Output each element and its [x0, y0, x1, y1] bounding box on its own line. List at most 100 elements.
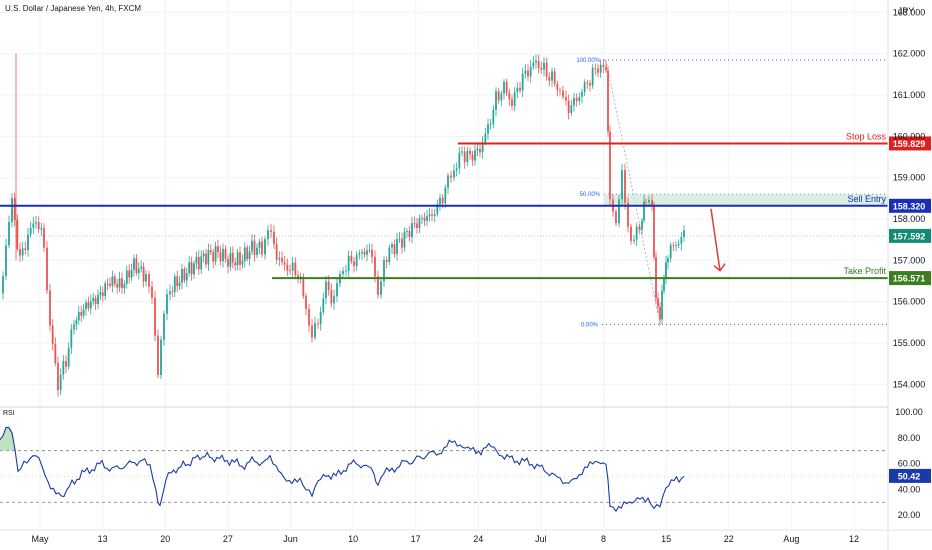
- candle-body: [665, 262, 667, 279]
- candle-body: [154, 297, 156, 336]
- candle-body: [556, 83, 559, 90]
- candle-body: [559, 89, 561, 91]
- candle-body: [466, 150, 469, 163]
- candle-body: [224, 248, 227, 259]
- candle-body: [319, 311, 322, 325]
- candle-body: [29, 227, 32, 235]
- time-tick-label: 15: [661, 534, 671, 544]
- candle-body: [645, 201, 647, 203]
- candle-body: [94, 297, 97, 305]
- candle-body: [651, 200, 653, 207]
- time-tick-label: 27: [223, 534, 233, 544]
- candle-body: [234, 262, 237, 266]
- take-profit-price-badge: [889, 271, 931, 286]
- candle-body: [677, 243, 680, 246]
- arrow-head: [713, 263, 726, 272]
- candle-body: [532, 62, 535, 67]
- candle-body: [142, 266, 145, 282]
- candle-body: [57, 362, 59, 391]
- stop-loss-label: Stop Loss: [846, 131, 887, 141]
- candle-body: [423, 217, 426, 221]
- rsi-tick-label: 40.00: [898, 484, 921, 494]
- candle-body: [411, 223, 413, 237]
- rsi-line: [0, 426, 685, 513]
- candle-body: [450, 175, 452, 178]
- time-tick-label: 24: [473, 534, 483, 544]
- candle-body: [663, 278, 665, 291]
- sell-entry-zone: [604, 194, 888, 206]
- currency-label[interactable]: JPY: [897, 6, 915, 16]
- candle-body: [73, 324, 75, 330]
- candle-body: [439, 197, 441, 205]
- candle-body: [89, 301, 92, 309]
- candle-body: [137, 268, 140, 273]
- candle-body: [393, 244, 396, 255]
- candle-body: [21, 248, 24, 256]
- candle-body: [358, 253, 361, 255]
- candle-body: [336, 283, 338, 297]
- candle-body: [575, 98, 578, 102]
- candle-body: [125, 270, 128, 284]
- candle-body: [13, 198, 16, 221]
- candle-body: [441, 197, 444, 204]
- candle-body: [633, 239, 635, 241]
- candle-body: [408, 231, 411, 237]
- time-tick-label: 8: [601, 534, 606, 544]
- candle-body: [388, 247, 391, 263]
- candle-body: [8, 222, 10, 246]
- sell-zone-fill: [604, 194, 888, 206]
- candle-body: [19, 248, 21, 256]
- candle-body: [583, 82, 586, 93]
- candle-body: [391, 244, 393, 248]
- candle-body: [447, 175, 449, 188]
- price-tick-label: 156.000: [893, 297, 926, 307]
- candle-body: [609, 131, 611, 200]
- time-tick-label: May: [31, 534, 49, 544]
- trade-levels: Stop Loss 159.829 Sell Entry 158.320 Take Pr…: [0, 131, 931, 286]
- time-tick-label: 20: [160, 534, 170, 544]
- candle-body: [209, 250, 212, 253]
- candle-body: [511, 99, 513, 106]
- current-price-label: 157.592: [893, 231, 926, 241]
- candle-body: [489, 124, 492, 125]
- candle-body: [219, 252, 222, 262]
- take-profit-label: Take Profit: [843, 266, 886, 276]
- candle-body: [433, 214, 436, 216]
- candle-body: [253, 240, 256, 255]
- price-tick-label: 157.000: [893, 255, 926, 265]
- candle-body: [294, 262, 297, 276]
- candle-body: [380, 281, 382, 295]
- candle-body: [27, 234, 29, 251]
- sell-entry-label: Sell Entry: [847, 194, 886, 204]
- candle-body: [123, 283, 126, 289]
- candle-body: [683, 230, 685, 237]
- candle-body: [562, 90, 564, 97]
- rsi-tick-label: 60.00: [898, 459, 921, 469]
- candle-body: [178, 282, 181, 286]
- candle-body: [627, 202, 629, 227]
- candle-body: [535, 60, 537, 63]
- candle-body: [40, 228, 43, 230]
- chart-title: U.S. Dollar / Japanese Yen, 4h, FXCM: [5, 4, 142, 13]
- candle-body: [311, 325, 313, 338]
- candle-body: [607, 70, 609, 132]
- candle-body: [59, 374, 62, 391]
- candle-body: [43, 228, 45, 248]
- candle-body: [246, 247, 249, 260]
- fib-level-label: 0.00%: [581, 322, 599, 328]
- candle-body: [200, 256, 203, 270]
- candle-body: [591, 67, 594, 86]
- candle-body: [227, 258, 229, 267]
- candle-body: [653, 206, 655, 258]
- candle-body: [374, 256, 376, 277]
- candle-body: [659, 306, 661, 320]
- candle-body: [599, 64, 602, 73]
- candle-body: [51, 325, 54, 344]
- rsi-value-badge: [889, 468, 931, 483]
- candle-body: [621, 170, 623, 200]
- rsi-tick-label: 20.00: [898, 510, 921, 520]
- candle-body: [333, 296, 335, 304]
- candle-body: [188, 262, 191, 274]
- candle-body: [573, 98, 575, 106]
- candle-body: [116, 283, 119, 288]
